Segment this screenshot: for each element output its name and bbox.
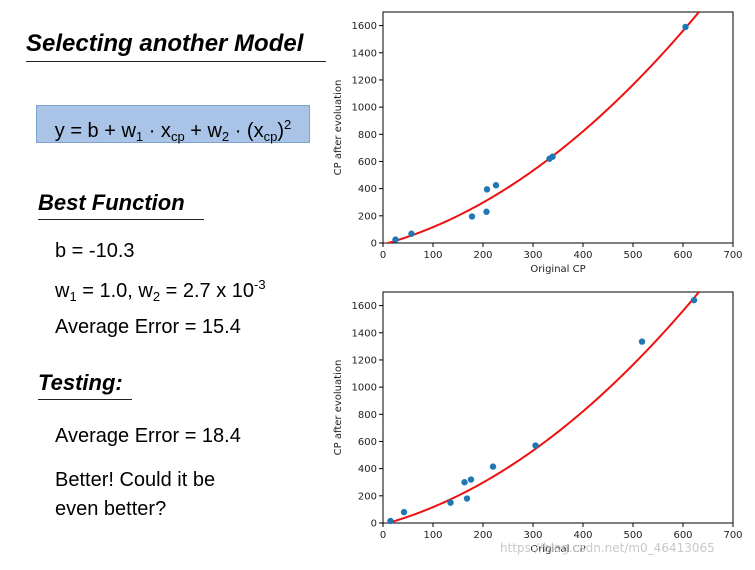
plot-frame: [382, 11, 734, 244]
y-axis-label: CP after evoluation: [333, 80, 344, 176]
formula-plus-w: + w: [184, 120, 222, 142]
x-axis-label: Original CP: [530, 544, 585, 555]
x-tick-label: 200: [473, 250, 492, 261]
fit-curve-line: [384, 292, 701, 523]
y-tick-label: 0: [371, 519, 377, 530]
x-tick-label: 300: [523, 250, 542, 261]
x-tick-label: 400: [573, 530, 592, 541]
y-tick-label: 200: [358, 491, 377, 502]
y-tick-label: 1200: [352, 75, 377, 86]
x-tick-label: 600: [673, 250, 692, 261]
x-tick-label: 500: [623, 250, 642, 261]
x-tick-label: 700: [723, 530, 742, 541]
y-tick-label: 400: [358, 464, 377, 475]
testing-average-error: Average Error = 18.4: [55, 425, 241, 447]
data-point: [408, 230, 415, 237]
data-point: [489, 463, 497, 470]
x-tick-label: 700: [723, 250, 742, 261]
y-tick-label: 1200: [352, 355, 377, 366]
y-tick-label: 1600: [352, 21, 377, 32]
w2-exponent: -3: [254, 277, 266, 292]
y-tick-label: 800: [358, 130, 377, 141]
w1-value: = 1.0, w: [76, 280, 153, 302]
y-tick-label: 1400: [352, 48, 377, 59]
data-point: [467, 476, 475, 483]
formula-cp-subscript: cp: [170, 129, 185, 144]
data-point: [387, 517, 394, 525]
data-point: [392, 236, 399, 243]
formula-x-squared-open: · (x: [229, 120, 264, 142]
testing-heading: Testing:: [38, 370, 132, 400]
x-tick-label: 0: [380, 250, 386, 261]
y-tick-label: 200: [358, 211, 377, 222]
plot-frame: [382, 291, 734, 524]
comment-line-1: Better! Could it be: [55, 469, 216, 491]
data-point: [483, 186, 491, 193]
x-tick-label: 300: [523, 530, 542, 541]
formula-w1-subscript: 1: [135, 129, 144, 144]
x-axis-label: Original CP: [530, 264, 585, 275]
formula-y-b-w: y = b + w: [54, 120, 136, 142]
x-tick-label: 500: [623, 530, 642, 541]
fit-curve-line: [384, 12, 701, 243]
x-tick-label: 0: [380, 530, 386, 541]
formula-x: · x: [143, 120, 171, 142]
y-tick-label: 400: [358, 184, 377, 195]
y-tick-label: 800: [358, 410, 377, 421]
w2-subscript: 2: [152, 289, 161, 304]
w-values: w1 = 1.0, w2 = 2.7 x 10-3: [55, 277, 266, 304]
training-scatter-chart: 0 100 200 300 400 500 600 700 0 200 400 600 800 1000 1…: [333, 11, 743, 275]
y-tick-label: 600: [358, 157, 377, 168]
x-tick-label: 100: [423, 250, 442, 261]
data-point: [447, 499, 454, 506]
x-tick-label: 600: [673, 530, 692, 541]
training-average-error: Average Error = 15.4: [55, 316, 241, 338]
y-tick-label: 1600: [352, 301, 377, 312]
best-function-heading: Best Function: [38, 190, 204, 220]
x-tick-label: 400: [573, 250, 592, 261]
w1-subscript: 1: [69, 289, 77, 304]
data-point: [690, 296, 698, 304]
b-value: b = -10.3: [55, 240, 135, 262]
y-tick-label: 0: [371, 239, 377, 250]
w2-value: = 2.7 x 10: [160, 280, 255, 302]
data-point: [532, 442, 539, 449]
data-point: [638, 338, 646, 345]
formula-w2-subscript: 2: [221, 129, 230, 144]
w1-prefix: w: [55, 280, 70, 302]
watermark: https://blog.csdn.net/m0_46413065: [500, 541, 715, 555]
y-tick-label: 1400: [352, 328, 377, 339]
x-tick-label: 100: [423, 530, 442, 541]
y-axis-label: CP after evoluation: [333, 360, 344, 456]
data-point: [461, 479, 468, 486]
y-tick-label: 1000: [352, 103, 377, 114]
y-tick-label: 600: [358, 437, 377, 448]
formula-close-paren: ): [277, 120, 284, 142]
data-point: [468, 213, 476, 220]
y-tick-label: 1000: [352, 383, 377, 394]
formula-square-exponent: 2: [284, 117, 292, 132]
data-point: [549, 153, 556, 160]
formula-cp-subscript-2: cp: [263, 129, 278, 144]
testing-scatter-chart: 0 100 200 300 400 500 600 700 0 200 400 600 800 1000 1…: [333, 291, 743, 555]
data-point: [492, 182, 500, 189]
comment-line-2: even better?: [55, 498, 167, 520]
data-point: [483, 208, 490, 215]
x-tick-label: 200: [473, 530, 492, 541]
slide-title: Selecting another Model: [26, 30, 326, 62]
data-point: [400, 508, 408, 516]
data-point: [682, 23, 689, 31]
model-formula: y = b + w1 · xcp + w2 · (xcp)2: [36, 105, 310, 144]
data-point: [463, 495, 471, 502]
